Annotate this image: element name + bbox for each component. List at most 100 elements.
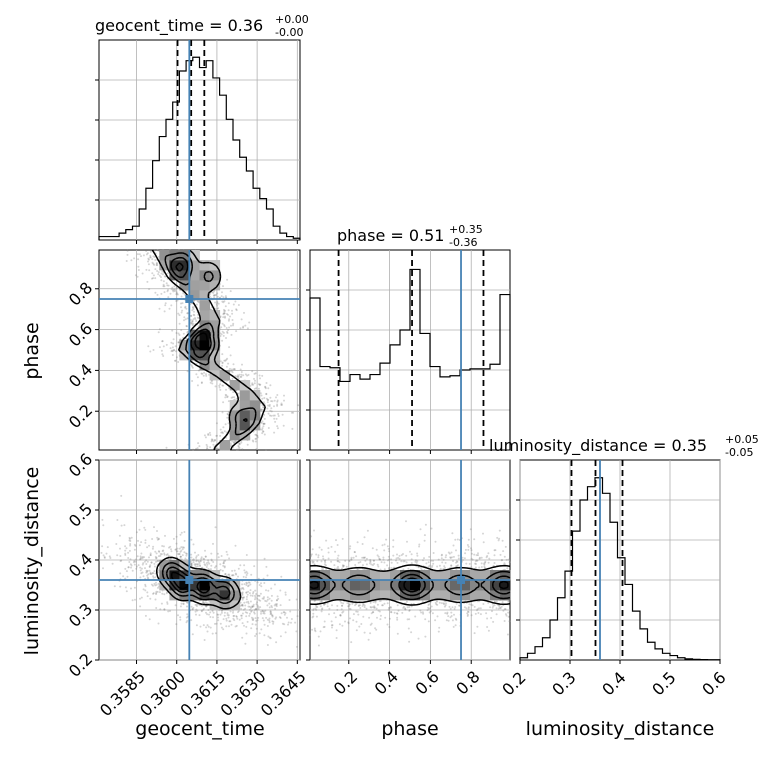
sample-point [149, 597, 152, 600]
sample-point [486, 617, 489, 620]
sample-point [138, 253, 141, 256]
sample-point [196, 563, 199, 566]
sample-point [175, 550, 178, 553]
sample-point [197, 554, 200, 556]
sample-point [137, 258, 140, 261]
sample-point [279, 604, 282, 607]
sample-point [387, 559, 389, 562]
sample-point [184, 306, 187, 309]
sample-point [221, 364, 224, 367]
sample-point [476, 608, 479, 611]
sample-point [139, 597, 141, 600]
sample-point [439, 567, 442, 570]
sample-point [178, 553, 181, 555]
geocent-time-upper-err: +0.00 [275, 13, 309, 26]
sample-point [149, 571, 152, 574]
sample-point [266, 574, 269, 577]
sample-point [103, 556, 106, 558]
sample-point [179, 338, 182, 341]
sample-point [152, 274, 155, 277]
sample-point [264, 599, 267, 602]
sample-point [278, 616, 281, 619]
sample-point [334, 616, 337, 619]
sample-point [240, 617, 243, 620]
x-tick-label: 0.3645 [257, 667, 310, 720]
panel-phase-vs-geocent-time [98, 249, 301, 451]
sample-point [176, 550, 179, 553]
sample-point [191, 319, 194, 322]
sample-point [245, 581, 248, 584]
sample-point [247, 602, 250, 605]
sample-point [226, 330, 229, 333]
sample-point [444, 612, 447, 615]
sample-point [225, 365, 228, 368]
sample-point [318, 546, 321, 549]
sample-point [258, 374, 261, 377]
sample-point [195, 556, 198, 559]
sample-point [232, 322, 235, 325]
sample-point [417, 637, 420, 640]
truth-marker [457, 576, 466, 584]
sample-point [185, 552, 188, 555]
sample-point [388, 607, 391, 609]
sample-point [507, 615, 510, 618]
sample-point [265, 565, 268, 568]
sample-point [263, 582, 266, 584]
sample-point [242, 587, 244, 589]
sample-point [275, 603, 278, 605]
sample-point [232, 611, 234, 614]
sample-point [246, 443, 249, 446]
sample-point [233, 569, 236, 572]
sample-point [255, 619, 258, 622]
geocent-time-title: geocent_time = 0.36 [95, 16, 263, 36]
density-cell [430, 590, 441, 601]
density-cell [219, 440, 231, 451]
sample-point [231, 371, 234, 374]
density-cell [480, 590, 491, 601]
sample-point [194, 563, 197, 566]
sample-point [261, 609, 264, 612]
sample-point [111, 562, 114, 565]
sample-point [241, 612, 244, 615]
sample-point [442, 602, 445, 605]
density-cell [470, 570, 481, 581]
sample-point [235, 573, 238, 576]
sample-point [151, 261, 154, 264]
sample-point [507, 558, 510, 561]
sample-point [192, 306, 194, 308]
density-cell [179, 560, 190, 571]
sample-point [146, 574, 149, 577]
sample-point [445, 554, 448, 557]
sample-point [254, 623, 257, 626]
sample-point [323, 560, 326, 562]
sample-point [503, 608, 506, 611]
sample-point [231, 574, 233, 577]
sample-point [406, 540, 408, 543]
sample-point [157, 271, 160, 274]
sample-point [182, 332, 185, 335]
sample-point [160, 279, 163, 282]
sample-point [247, 585, 249, 588]
sample-point [343, 564, 345, 567]
sample-point [206, 613, 209, 616]
sample-point [259, 599, 262, 602]
sample-point [226, 614, 229, 616]
sample-point [206, 448, 209, 451]
sample-point [257, 594, 260, 597]
sample-point [505, 558, 508, 561]
sample-point [142, 562, 145, 565]
density-cell [189, 280, 200, 291]
sample-point [230, 333, 233, 336]
sample-point [245, 615, 248, 618]
sample-point [243, 624, 245, 627]
density-cell [330, 590, 341, 601]
sample-point [202, 374, 205, 377]
sample-point [292, 411, 295, 414]
sample-point [339, 614, 342, 617]
sample-point [246, 572, 249, 575]
sample-point [116, 519, 119, 521]
sample-point [165, 343, 168, 346]
sample-point [297, 404, 300, 407]
sample-point [335, 637, 338, 639]
sample-point [162, 549, 165, 552]
